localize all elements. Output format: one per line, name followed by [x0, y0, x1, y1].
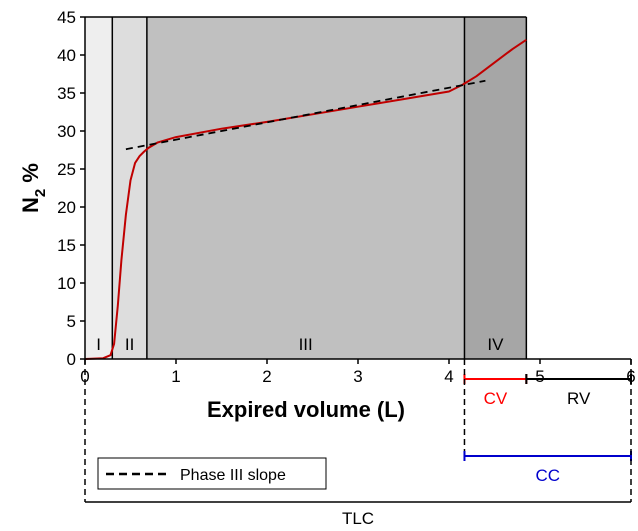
- y-tick-label: 40: [57, 46, 76, 65]
- y-tick-label: 25: [57, 160, 76, 179]
- phase-iii-slope-line: [125, 79, 486, 151]
- phase-labels: I II III IV: [96, 335, 504, 354]
- y-tick-label: 15: [57, 236, 76, 255]
- x-tick-label: 1: [171, 367, 180, 386]
- y-tick-label: 5: [67, 312, 76, 331]
- phase-label-iii: III: [299, 335, 313, 354]
- bracket-label-cv: CV: [484, 389, 508, 408]
- x-tick-label: 5: [535, 367, 544, 386]
- y-axis-title: N2 %: [18, 163, 49, 213]
- svg-text:N2 %: N2 %: [18, 163, 49, 213]
- volume-brackets: CV RV CC TLC: [84, 359, 632, 528]
- bracket-tlc: TLC: [84, 359, 632, 528]
- bracket-label-rv: RV: [567, 389, 591, 408]
- legend-label: Phase III slope: [180, 467, 286, 484]
- x-axis-title: Expired volume (L): [207, 397, 405, 422]
- phase-label-i: I: [96, 335, 101, 354]
- bracket-cv: CV: [463, 374, 528, 408]
- legend: Phase III slope: [97, 457, 327, 490]
- y-axis-title-main: N: [18, 197, 43, 213]
- phase-label-iv: IV: [487, 335, 504, 354]
- y-tick-label: 20: [57, 198, 76, 217]
- y-tick-label: 45: [57, 8, 76, 27]
- phase-borders: [85, 16, 528, 359]
- bracket-cc: CC: [463, 359, 632, 485]
- bracket-label-cc: CC: [535, 466, 560, 485]
- phase-region-iii: [146, 17, 465, 359]
- y-tick-label: 10: [57, 274, 76, 293]
- bracket-rv: RV: [525, 374, 632, 408]
- y-axis-title-subscript: 2: [32, 189, 49, 197]
- phase-region-i: [85, 17, 113, 359]
- x-tick-label: 3: [353, 367, 362, 386]
- series-layer: [84, 38, 527, 360]
- phase-label-ii: II: [125, 335, 134, 354]
- y-tick-label: 35: [57, 84, 76, 103]
- x-tick-label: 2: [262, 367, 271, 386]
- phase-regions: [85, 17, 527, 359]
- y-tick-label: 30: [57, 122, 76, 141]
- bracket-label-tlc: TLC: [342, 509, 374, 528]
- y-tick-label: 0: [67, 350, 76, 369]
- phase-region-iv: [464, 17, 527, 359]
- x-tick-label: 4: [444, 367, 453, 386]
- x-tick-label: 0: [80, 367, 89, 386]
- y-axis-title-suffix: %: [18, 163, 43, 189]
